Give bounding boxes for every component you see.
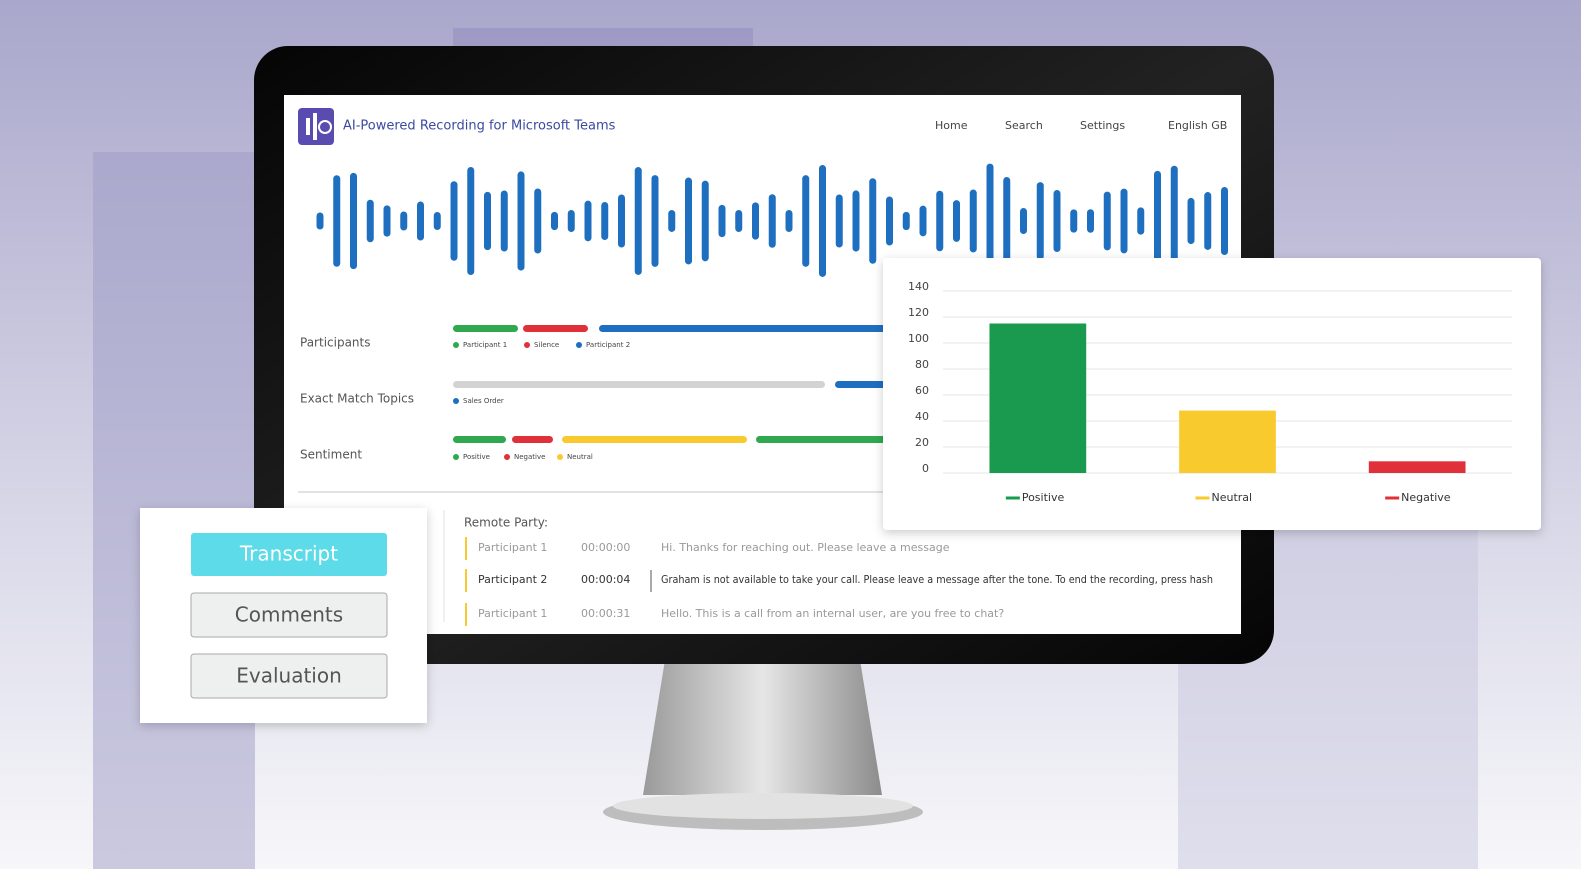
legend-label: Neutral bbox=[567, 453, 593, 461]
legend-label: Positive bbox=[1022, 491, 1065, 504]
timeline-segment bbox=[453, 325, 518, 332]
legend-label: Negative bbox=[514, 453, 545, 461]
utterance: Graham is not available to take your cal… bbox=[661, 573, 1213, 586]
bar bbox=[989, 323, 1087, 473]
logo-mark bbox=[313, 113, 317, 140]
logo-mark bbox=[306, 118, 310, 135]
timeline-segment bbox=[562, 436, 747, 443]
bar bbox=[1179, 410, 1276, 473]
legend-label: Silence bbox=[534, 341, 559, 349]
timeline-segment bbox=[756, 436, 889, 443]
legend-dot bbox=[453, 342, 459, 348]
app-title: AI-Powered Recording for Microsoft Teams bbox=[343, 119, 616, 134]
timeline-segment bbox=[453, 381, 825, 388]
y-tick-label: 120 bbox=[908, 306, 929, 319]
y-tick-label: 80 bbox=[915, 358, 929, 371]
nav-link[interactable]: English GB bbox=[1168, 119, 1227, 132]
legend-dot bbox=[453, 454, 459, 460]
tab-label[interactable]: Evaluation bbox=[236, 664, 342, 688]
legend-label: Positive bbox=[463, 453, 490, 461]
chart: 0 20 40 60 80 100 120 140 Positive Neutral Negativ… bbox=[908, 280, 1512, 504]
row-label: Exact Match Topics bbox=[300, 392, 414, 406]
utterance: Hi. Thanks for reaching out. Please leav… bbox=[661, 541, 950, 554]
transcript-heading: Remote Party: bbox=[464, 516, 548, 530]
tab-button[interactable] bbox=[190, 592, 388, 638]
legend-label: Sales Order bbox=[463, 397, 504, 405]
legend-dot bbox=[524, 342, 530, 348]
timeline-segment bbox=[835, 381, 889, 388]
monitor-stand bbox=[643, 660, 882, 795]
timestamp: 00:00:04 bbox=[581, 573, 630, 586]
row-label: Sentiment bbox=[300, 448, 362, 462]
utterance: Hello. This is a call from an internal u… bbox=[661, 607, 1004, 620]
legend-label: Neutral bbox=[1212, 491, 1253, 504]
y-tick-label: 100 bbox=[908, 332, 929, 345]
legend-dot bbox=[576, 342, 582, 348]
logo-mark bbox=[318, 120, 332, 134]
legend-label: Participant 2 bbox=[586, 341, 630, 349]
speaker: Participant 1 bbox=[478, 541, 547, 554]
nav-link[interactable]: Settings bbox=[1080, 119, 1125, 132]
y-tick-label: 140 bbox=[908, 280, 929, 293]
nav-link[interactable]: Search bbox=[1005, 119, 1043, 132]
timeline-segment bbox=[512, 436, 553, 443]
timestamp: 00:00:31 bbox=[581, 607, 630, 620]
row-label: Participants bbox=[300, 336, 371, 350]
speaker: Participant 1 bbox=[478, 607, 547, 620]
tab-button[interactable] bbox=[191, 533, 387, 576]
y-tick-label: 20 bbox=[915, 436, 929, 449]
tab-button[interactable] bbox=[190, 653, 388, 699]
legend-label: Negative bbox=[1401, 491, 1451, 504]
bar bbox=[1368, 461, 1466, 473]
legend-dot bbox=[453, 398, 459, 404]
speaker: Participant 2 bbox=[478, 573, 547, 586]
tab-label[interactable]: Comments bbox=[235, 603, 343, 627]
timeline-segment bbox=[453, 436, 506, 443]
timeline-segment bbox=[599, 325, 889, 332]
y-tick-label: 40 bbox=[915, 410, 929, 423]
nav-link[interactable]: Home bbox=[935, 119, 968, 132]
timestamp: 00:00:00 bbox=[581, 541, 630, 554]
chart-card bbox=[883, 258, 1541, 530]
y-tick-label: 60 bbox=[915, 384, 929, 397]
timeline-segment bbox=[523, 325, 588, 332]
waveform bbox=[316, 163, 1228, 279]
tab-label[interactable]: Transcript bbox=[239, 542, 338, 566]
legend-dot bbox=[504, 454, 510, 460]
legend-label: Participant 1 bbox=[463, 341, 507, 349]
legend-dot bbox=[557, 454, 563, 460]
y-tick-label: 0 bbox=[922, 462, 929, 475]
stand-base-top bbox=[613, 793, 913, 819]
